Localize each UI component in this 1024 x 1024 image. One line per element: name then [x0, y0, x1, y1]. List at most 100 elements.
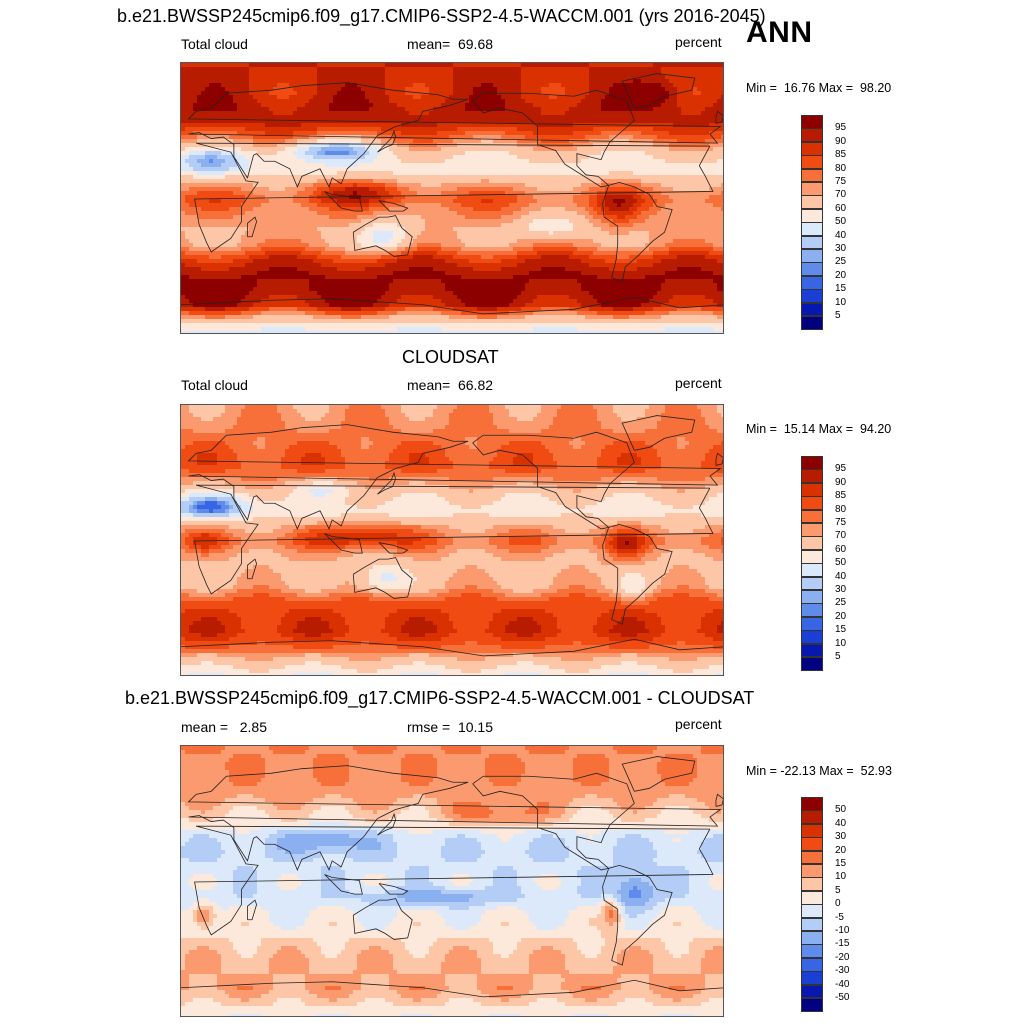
contour-cell — [621, 119, 626, 124]
contour-cell — [253, 191, 258, 196]
contour-cell — [233, 115, 238, 120]
contour-cell — [209, 79, 214, 84]
contour-cell — [441, 75, 446, 80]
contour-cell — [269, 91, 274, 96]
contour-cell — [497, 191, 502, 196]
contour-cell — [617, 119, 622, 124]
contour-cell — [573, 195, 578, 200]
contour-cell — [265, 151, 270, 156]
contour-cell — [657, 203, 662, 208]
contour-cell — [685, 203, 690, 208]
contour-cell — [449, 139, 454, 144]
contour-cell — [581, 103, 586, 108]
contour-cell — [373, 83, 378, 88]
contour-cell — [417, 175, 422, 180]
contour-cell — [297, 171, 302, 176]
contour-cell — [349, 79, 354, 84]
contour-cell — [325, 103, 330, 108]
contour-cell — [257, 187, 262, 192]
contour-cell — [205, 115, 210, 120]
contour-cell — [209, 119, 214, 124]
contour-cell — [257, 167, 262, 172]
contour-cell — [701, 179, 706, 184]
contour-cell — [209, 155, 214, 160]
contour-cell — [385, 119, 390, 124]
contour-cell — [313, 67, 318, 72]
contour-cell — [269, 207, 274, 212]
contour-cell — [261, 203, 266, 208]
contour-cell — [253, 199, 258, 204]
contour-cell — [181, 183, 186, 188]
contour-cell — [561, 171, 566, 176]
contour-cell — [297, 87, 302, 92]
contour-cell — [337, 111, 342, 116]
contour-cell — [249, 143, 254, 148]
contour-cell — [645, 67, 650, 72]
contour-cell — [693, 71, 698, 76]
contour-cell — [389, 155, 394, 160]
contour-cell — [621, 159, 626, 164]
contour-cell — [401, 171, 406, 176]
contour-cell — [265, 171, 270, 176]
contour-cell — [321, 91, 326, 96]
contour-cell — [481, 131, 486, 136]
contour-cell — [313, 95, 318, 100]
contour-cell — [549, 91, 554, 96]
contour-cell — [225, 63, 230, 68]
contour-cell — [721, 139, 723, 144]
contour-cell — [365, 175, 370, 180]
contour-cell — [677, 199, 682, 204]
contour-cell — [289, 79, 294, 84]
contour-cell — [509, 203, 514, 208]
contour-cell — [317, 111, 322, 116]
contour-cell — [277, 203, 282, 208]
contour-cell — [317, 107, 322, 112]
contour-cell — [449, 199, 454, 204]
contour-cell — [317, 95, 322, 100]
contour-cell — [401, 139, 406, 144]
contour-cell — [305, 183, 310, 188]
contour-cell — [445, 111, 450, 116]
contour-cell — [565, 175, 570, 180]
contour-cell — [517, 199, 522, 204]
contour-cell — [377, 111, 382, 116]
contour-cell — [389, 103, 394, 108]
contour-cell — [545, 199, 550, 204]
contour-cell — [189, 127, 194, 132]
contour-cell — [721, 143, 723, 148]
contour-cell — [369, 115, 374, 120]
contour-cell — [593, 87, 598, 92]
contour-cell — [317, 155, 322, 160]
contour-cell — [509, 67, 514, 72]
contour-cell — [585, 175, 590, 180]
contour-cell — [705, 115, 710, 120]
contour-cell — [449, 175, 454, 180]
contour-cell — [513, 139, 518, 144]
contour-cell — [345, 111, 350, 116]
contour-cell — [345, 171, 350, 176]
contour-cell — [709, 199, 714, 204]
contour-cell — [381, 175, 386, 180]
contour-cell — [433, 167, 438, 172]
contour-cell — [201, 95, 206, 100]
contour-cell — [289, 103, 294, 108]
contour-cell — [201, 167, 206, 172]
contour-cell — [441, 155, 446, 160]
contour-cell — [689, 147, 694, 152]
contour-cell — [349, 203, 354, 208]
contour-cell — [353, 123, 358, 128]
contour-cell — [505, 127, 510, 132]
contour-cell — [597, 123, 602, 128]
contour-cell — [189, 71, 194, 76]
contour-cell — [277, 67, 282, 72]
contour-cell — [345, 195, 350, 200]
contour-cell — [389, 187, 394, 192]
contour-cell — [509, 115, 514, 120]
contour-cell — [589, 71, 594, 76]
contour-cell — [697, 131, 702, 136]
contour-cell — [345, 155, 350, 160]
contour-cell — [697, 159, 702, 164]
contour-cell — [665, 79, 670, 84]
contour-cell — [213, 63, 218, 68]
contour-cell — [433, 111, 438, 116]
